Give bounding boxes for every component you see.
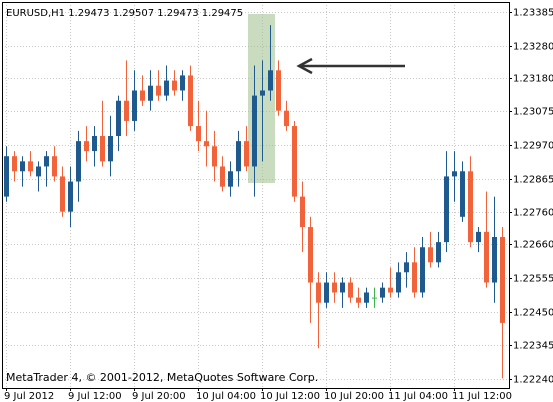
candle-body [148, 85, 153, 101]
candle-body [12, 156, 17, 172]
candle-body [36, 166, 41, 177]
candle-body [316, 282, 321, 303]
y-tick-label: 1.23180 [513, 74, 553, 85]
candle-body [260, 90, 265, 96]
candle-body [396, 272, 401, 293]
candle-body [364, 292, 369, 303]
candle-body [332, 282, 337, 293]
candle-body [100, 136, 105, 162]
candle-body [324, 282, 329, 303]
candle-body [292, 126, 297, 197]
candle-body [348, 282, 353, 298]
candle-body [44, 156, 49, 167]
candle-body [468, 171, 473, 243]
candle-body [372, 297, 377, 299]
candle-body [204, 141, 209, 147]
candle-body [300, 196, 305, 228]
candle-body [4, 156, 9, 197]
axes: 1.23385 1.23280 1.23180 1.23075 1.22970 1.228… [4, 8, 553, 402]
candle-body [452, 171, 457, 177]
candle-body [124, 100, 129, 121]
y-tick-label: 1.23280 [513, 42, 553, 53]
footer: MetaTrader 4, © 2001-2012, MetaQuotes So… [6, 371, 318, 384]
candle-body [132, 90, 137, 121]
candle-body [388, 287, 393, 293]
candle-body [228, 171, 233, 187]
candle-body [476, 231, 481, 243]
candle-body [76, 141, 81, 182]
x-tick-label: 9 Jul 2012 [4, 391, 54, 402]
candle-body [52, 156, 57, 177]
y-tick-label: 1.22450 [513, 308, 553, 319]
x-tick-label: 10 Jul 20:00 [324, 391, 384, 402]
candle-body [380, 287, 385, 298]
candle-body [28, 161, 33, 172]
x-tick-label: 10 Jul 04:00 [196, 391, 256, 402]
arrow-head [296, 57, 313, 75]
candle-body [188, 75, 193, 127]
candle-body [220, 166, 225, 187]
x-tick-label: 11 Jul 04:00 [388, 391, 448, 402]
candle-body [164, 80, 169, 96]
x-tick-label: 9 Jul 12:00 [68, 391, 122, 402]
candle-body [356, 297, 361, 303]
chart-title: EURUSD,H1 1.29473 1.29507 1.29473 1.2947… [6, 8, 243, 19]
candle-body [428, 247, 433, 263]
candle-body [420, 247, 425, 293]
candle-body [20, 161, 25, 172]
candle-body [252, 95, 257, 167]
y-tick-label: 1.22660 [513, 240, 553, 251]
candle-body [60, 176, 65, 212]
x-tick-label: 11 Jul 12:00 [452, 391, 512, 402]
candle-body [172, 80, 177, 91]
y-tick-label: 1.22555 [513, 274, 553, 285]
y-tick-label: 1.23385 [513, 8, 553, 19]
candle-body [196, 126, 201, 142]
y-tick-label: 1.22865 [513, 175, 553, 186]
candle-body [436, 242, 441, 263]
y-tick-label: 1.22970 [513, 141, 553, 152]
y-tick-label: 1.22240 [513, 375, 553, 386]
candle-body [156, 85, 161, 96]
candle-body [140, 90, 145, 101]
x-tick-label: 9 Jul 20:00 [132, 391, 186, 402]
candle-body [236, 141, 241, 172]
candle-body [268, 70, 273, 91]
candle-body [244, 141, 249, 167]
plot-frame [2, 2, 510, 389]
candle-body [116, 100, 121, 137]
candle-body [84, 141, 89, 152]
candle-body [212, 146, 217, 167]
candle-body [180, 75, 185, 91]
candle-body [284, 110, 289, 127]
candle-body [108, 136, 113, 162]
candle-body [340, 282, 345, 293]
x-tick-label: 10 Jul 12:00 [260, 391, 320, 402]
candle-body [484, 231, 489, 283]
candle-body [412, 262, 417, 293]
y-tick-label: 1.22760 [513, 208, 553, 219]
candle-body [460, 171, 465, 217]
candles [4, 25, 505, 379]
candle-body [92, 136, 97, 152]
candle-body [404, 262, 409, 273]
candle-body [444, 176, 449, 243]
y-tick-label: 1.22345 [513, 341, 553, 352]
candle-body [68, 181, 73, 212]
candle-body [276, 70, 281, 111]
candle-body [308, 227, 313, 283]
y-tick-label: 1.23075 [513, 107, 553, 118]
candle-body [500, 236, 505, 323]
candle-body [492, 236, 497, 283]
